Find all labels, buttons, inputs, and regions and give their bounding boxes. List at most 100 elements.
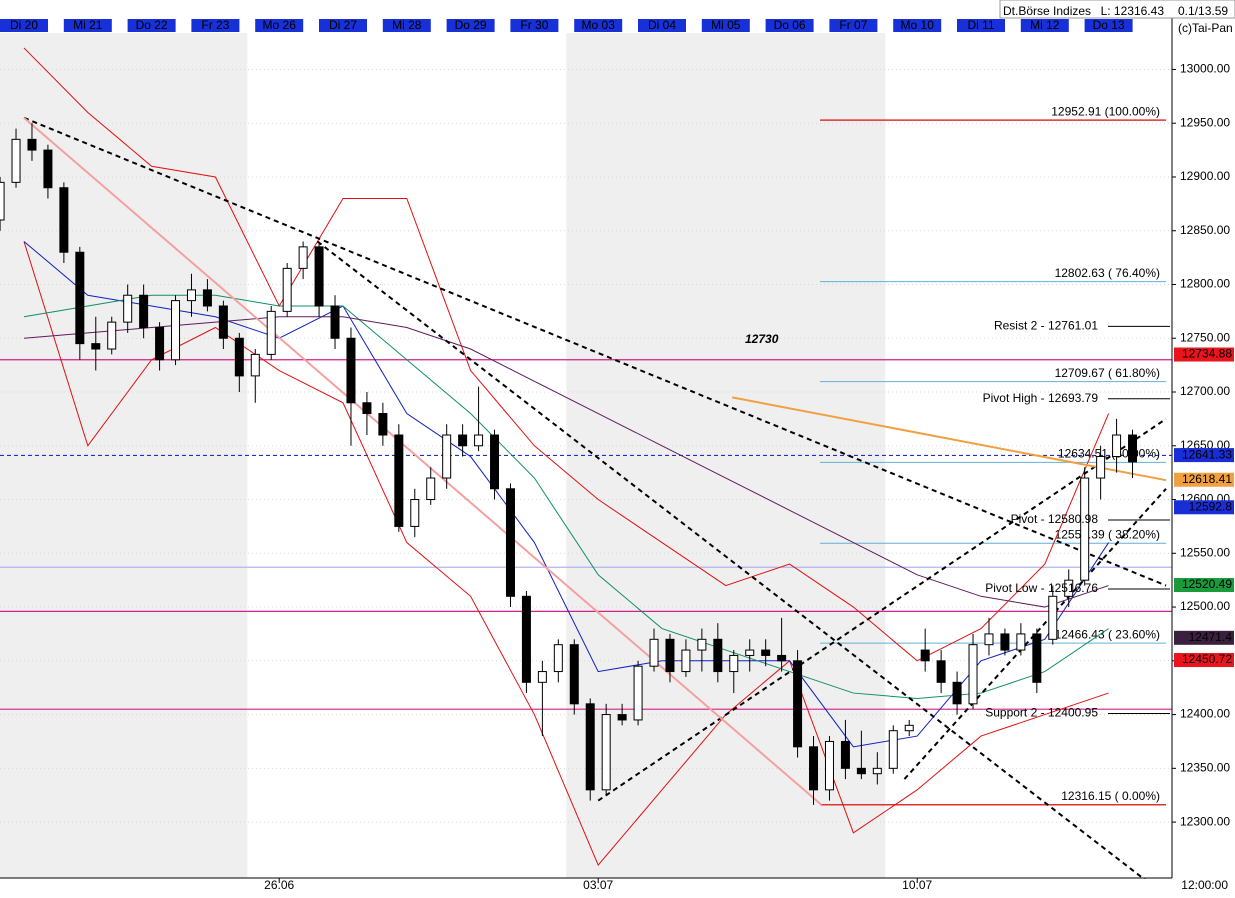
candle-body — [107, 321, 117, 350]
candle-body — [1000, 633, 1010, 651]
day-cell — [829, 19, 878, 32]
candle-body — [490, 434, 500, 490]
candle-body — [681, 649, 691, 673]
y-tick-label: 12750.00 — [1180, 330, 1230, 344]
day-cell — [701, 19, 750, 32]
candle-body — [920, 649, 930, 662]
candle-body — [171, 300, 181, 361]
trend-line — [23, 116, 1167, 587]
candle-body — [665, 638, 675, 673]
x-tick-label: Mi 28 — [392, 18, 422, 32]
info-text: (c)Tai-Pan — [1178, 21, 1233, 35]
candle-body — [362, 402, 372, 415]
candle-body — [1112, 434, 1122, 458]
week-label: 10.07 — [902, 878, 932, 892]
candle-body — [298, 246, 308, 269]
y-tick-label: 12850.00 — [1180, 223, 1230, 237]
candle-body — [793, 660, 803, 748]
day-cell — [893, 19, 942, 32]
day-cell — [510, 19, 559, 32]
candle-body — [442, 434, 452, 479]
candle-body — [1096, 456, 1106, 479]
x-tick-label: Mi 12 — [1030, 18, 1060, 32]
day-cell — [127, 19, 176, 32]
pivot-label: Resist 2 - 12761.01 — [994, 319, 1098, 333]
day-cell — [319, 19, 367, 32]
candle-body — [633, 665, 643, 721]
x-tick-label: Do 29 — [455, 18, 487, 32]
candle-body — [346, 337, 356, 404]
candle-body — [537, 671, 547, 683]
pivot-label: Pivot High - 12693.79 — [983, 391, 1099, 405]
price-tag-label: 12734.88 — [1182, 347, 1232, 361]
candle-body — [601, 714, 611, 791]
trend-line — [903, 488, 1167, 780]
x-tick-label: Fr 30 — [520, 18, 548, 32]
x-tick-label: Fr 23 — [201, 18, 229, 32]
candle-body — [1048, 595, 1058, 640]
candle-body — [777, 654, 787, 662]
candle-body — [809, 746, 819, 791]
candle-body — [553, 644, 563, 673]
day-cell — [765, 19, 814, 32]
candle-body — [840, 740, 850, 769]
x-tick-label: Mi 21 — [73, 18, 103, 32]
fib-label: 12466.43 ( 23.60%) — [1055, 627, 1160, 641]
info-text: L: 12316.43 — [1101, 4, 1165, 18]
candle-body — [745, 649, 755, 656]
price-tag — [1174, 472, 1234, 487]
y-tick-label: 12400.00 — [1180, 707, 1230, 721]
candle-body — [856, 767, 866, 775]
candle-body — [1032, 633, 1042, 683]
fib-label: 12952.91 (100.00%) — [1051, 104, 1160, 118]
bottom-bar — [0, 879, 1235, 898]
candle-body — [186, 289, 196, 302]
candle-body — [266, 310, 276, 355]
candle-body — [872, 767, 882, 775]
indicator-line — [23, 241, 1110, 748]
y-tick-label: 12550.00 — [1180, 545, 1230, 559]
pivot-label: Support 2 - 12400.95 — [985, 706, 1098, 720]
price-tag — [1174, 448, 1234, 463]
day-cell — [638, 19, 686, 32]
candle-body — [968, 644, 978, 705]
price-tag — [1174, 578, 1234, 593]
candle-body — [569, 644, 579, 705]
x-tick-label: Do 13 — [1093, 18, 1125, 32]
candle-body — [505, 488, 515, 597]
x-tick-label: Mo 10 — [901, 18, 935, 32]
x-tick-label: Mo 03 — [582, 18, 616, 32]
candle-body — [458, 434, 468, 447]
info-box — [999, 0, 1235, 19]
y-tick-label: 12950.00 — [1180, 115, 1230, 129]
candle-body — [394, 434, 404, 527]
candle-body — [155, 327, 165, 361]
y-tick-label: 12700.00 — [1180, 384, 1230, 398]
trend-line — [731, 396, 1167, 482]
price-tag-label: 12592.8 — [1189, 499, 1233, 513]
trend-line — [316, 240, 1148, 883]
candle-body — [585, 703, 595, 791]
candle-body — [984, 633, 994, 646]
candle-body — [426, 477, 436, 501]
x-tick-label: Mi 05 — [711, 18, 741, 32]
y-tick-label: 13000.00 — [1180, 62, 1230, 76]
candle-body — [888, 730, 898, 769]
price-tag-label: 12450.72 — [1182, 652, 1232, 666]
week-shade — [566, 33, 886, 878]
fib-label: 12559.39 ( 38.20%) — [1055, 527, 1160, 541]
candle-body — [1128, 434, 1138, 463]
candle-body — [521, 595, 531, 683]
x-tick-label: Do 06 — [774, 18, 806, 32]
time-label: 12:00:00 — [1181, 878, 1228, 892]
candle-body — [952, 681, 962, 705]
price-tag-label: 12471.4 — [1189, 630, 1233, 644]
day-cell — [255, 19, 304, 32]
candle-body — [378, 413, 388, 436]
candle-body — [123, 294, 133, 323]
day-cell — [191, 19, 240, 32]
fib-label: 12709.67 ( 61.80%) — [1055, 366, 1160, 380]
x-tick-label: Di 20 — [10, 18, 38, 32]
pivot-label: Pivot Low - 12516.76 — [985, 581, 1098, 595]
